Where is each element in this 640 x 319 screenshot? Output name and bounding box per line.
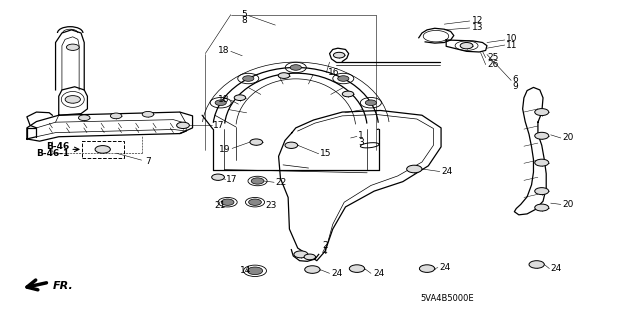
Circle shape bbox=[221, 199, 234, 205]
Circle shape bbox=[406, 165, 422, 173]
Circle shape bbox=[251, 178, 264, 184]
Circle shape bbox=[535, 108, 548, 115]
Text: 24: 24 bbox=[332, 269, 343, 278]
Circle shape bbox=[535, 132, 548, 139]
Text: 20: 20 bbox=[562, 133, 573, 143]
Text: 24: 24 bbox=[550, 264, 562, 273]
Text: 19: 19 bbox=[220, 145, 231, 153]
Text: B-46-1: B-46-1 bbox=[36, 149, 69, 158]
Circle shape bbox=[535, 188, 548, 195]
Circle shape bbox=[535, 159, 548, 166]
Circle shape bbox=[212, 174, 225, 180]
Circle shape bbox=[535, 204, 548, 211]
Text: B-46: B-46 bbox=[45, 142, 69, 151]
Circle shape bbox=[142, 111, 154, 117]
Text: 9: 9 bbox=[513, 82, 518, 91]
Text: 14: 14 bbox=[240, 266, 251, 275]
Circle shape bbox=[110, 113, 122, 119]
Circle shape bbox=[247, 267, 262, 275]
Circle shape bbox=[234, 95, 246, 100]
Circle shape bbox=[248, 199, 261, 205]
Text: 26: 26 bbox=[487, 60, 499, 69]
Circle shape bbox=[305, 266, 320, 273]
Circle shape bbox=[250, 139, 262, 145]
Text: 18: 18 bbox=[218, 46, 230, 55]
Text: 20: 20 bbox=[562, 200, 573, 209]
Text: 16: 16 bbox=[328, 68, 339, 77]
Circle shape bbox=[529, 261, 544, 268]
Circle shape bbox=[333, 52, 345, 58]
Circle shape bbox=[290, 65, 301, 70]
Text: 2: 2 bbox=[322, 241, 328, 250]
Text: 7: 7 bbox=[145, 157, 150, 166]
Text: FR.: FR. bbox=[52, 281, 73, 291]
Circle shape bbox=[419, 265, 435, 272]
Text: 17: 17 bbox=[213, 121, 225, 130]
Circle shape bbox=[79, 115, 90, 121]
Text: 11: 11 bbox=[506, 41, 518, 49]
Text: 24: 24 bbox=[440, 263, 451, 272]
Text: 1: 1 bbox=[358, 131, 364, 140]
Circle shape bbox=[349, 265, 365, 272]
Text: 15: 15 bbox=[320, 149, 332, 158]
Text: 3: 3 bbox=[358, 138, 364, 147]
Text: 4: 4 bbox=[322, 247, 328, 256]
Circle shape bbox=[304, 254, 316, 260]
Circle shape bbox=[294, 251, 308, 258]
Text: 22: 22 bbox=[275, 178, 287, 187]
Circle shape bbox=[215, 100, 227, 106]
Circle shape bbox=[65, 96, 81, 103]
Text: 12: 12 bbox=[472, 17, 483, 26]
Circle shape bbox=[338, 76, 349, 81]
Circle shape bbox=[177, 122, 189, 129]
Text: 8: 8 bbox=[241, 16, 246, 25]
Text: 25: 25 bbox=[487, 53, 499, 62]
Text: 24: 24 bbox=[373, 269, 384, 278]
Circle shape bbox=[67, 44, 79, 50]
Text: 18: 18 bbox=[218, 95, 230, 104]
Circle shape bbox=[278, 73, 290, 78]
Text: 23: 23 bbox=[265, 201, 276, 210]
Circle shape bbox=[342, 91, 354, 97]
Text: 5VA4B5000E: 5VA4B5000E bbox=[420, 293, 474, 302]
Circle shape bbox=[460, 42, 473, 49]
Text: 17: 17 bbox=[227, 175, 238, 184]
Circle shape bbox=[285, 142, 298, 148]
Text: 10: 10 bbox=[506, 34, 518, 43]
Text: 13: 13 bbox=[472, 24, 483, 33]
Circle shape bbox=[243, 76, 254, 81]
Circle shape bbox=[365, 100, 376, 106]
Text: 6: 6 bbox=[513, 75, 518, 84]
Text: 24: 24 bbox=[441, 167, 452, 176]
Text: 21: 21 bbox=[214, 201, 226, 210]
Text: 5: 5 bbox=[241, 10, 246, 19]
Circle shape bbox=[95, 145, 110, 153]
